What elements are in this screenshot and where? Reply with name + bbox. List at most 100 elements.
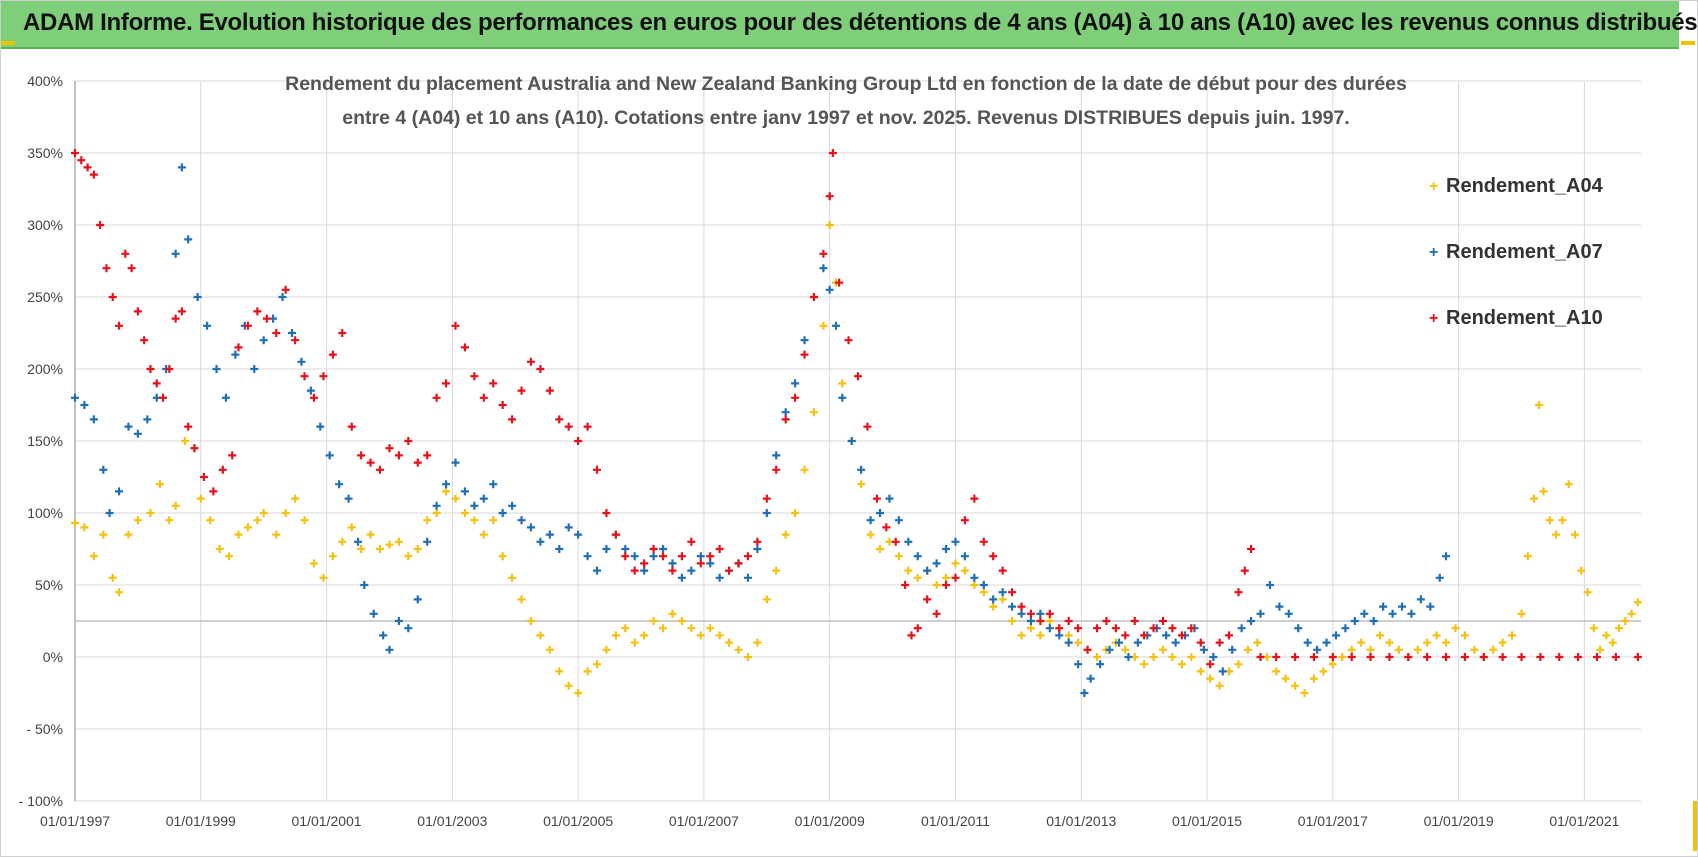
data-point-plus bbox=[413, 595, 422, 604]
data-point-plus bbox=[479, 393, 488, 402]
data-point-plus bbox=[800, 350, 809, 359]
data-point-plus bbox=[1470, 645, 1479, 654]
data-point-plus bbox=[1209, 653, 1218, 661]
data-point-plus bbox=[1611, 653, 1620, 661]
data-point-plus bbox=[781, 415, 790, 424]
data-point-plus bbox=[108, 293, 117, 301]
data-point-plus bbox=[1416, 595, 1425, 604]
data-point-plus bbox=[894, 552, 903, 561]
data-point-plus bbox=[762, 595, 771, 604]
grid bbox=[74, 80, 1641, 802]
data-point-plus bbox=[1413, 645, 1422, 654]
data-point-plus bbox=[354, 537, 363, 546]
data-point-plus bbox=[115, 487, 124, 496]
data-point-plus bbox=[127, 264, 136, 273]
data-point-plus bbox=[1092, 653, 1101, 661]
data-point-plus bbox=[1460, 653, 1469, 661]
data-point-plus bbox=[1583, 588, 1592, 597]
data-point-plus bbox=[942, 581, 951, 589]
data-point-plus bbox=[725, 566, 734, 575]
data-point-plus bbox=[470, 501, 479, 510]
data-point-plus bbox=[659, 624, 668, 633]
data-point-plus bbox=[413, 545, 422, 553]
data-point-plus bbox=[209, 487, 218, 496]
chart-title-line-2: entre 4 (A04) et 10 ans (A10). Cotations… bbox=[342, 107, 1349, 129]
data-point-plus bbox=[904, 566, 913, 575]
data-point-plus bbox=[743, 573, 752, 582]
data-point-plus bbox=[479, 494, 488, 503]
data-point-plus bbox=[1008, 602, 1017, 611]
data-point-plus bbox=[583, 422, 592, 431]
data-point-plus bbox=[819, 249, 828, 258]
data-point-plus bbox=[1328, 653, 1337, 661]
data-point-plus bbox=[1592, 653, 1601, 661]
data-point-plus bbox=[781, 408, 790, 417]
data-point-plus bbox=[1523, 552, 1532, 561]
x-tick-label: 01/01/2001 bbox=[292, 813, 362, 829]
data-point-plus bbox=[344, 494, 353, 503]
y-tick-label: - 100% bbox=[19, 793, 63, 809]
data-point-plus bbox=[979, 581, 988, 589]
data-point-plus bbox=[1092, 624, 1101, 633]
data-point-plus bbox=[1215, 638, 1224, 647]
data-point-plus bbox=[831, 321, 840, 330]
data-point-plus bbox=[1272, 653, 1281, 661]
data-point-plus bbox=[1331, 631, 1340, 640]
data-point-plus bbox=[923, 566, 932, 575]
data-point-plus bbox=[593, 465, 601, 474]
data-point-plus bbox=[1228, 645, 1237, 654]
data-point-plus bbox=[1149, 624, 1158, 633]
data-point-plus bbox=[115, 321, 124, 330]
data-point-plus bbox=[781, 530, 790, 539]
data-point-plus bbox=[1633, 653, 1642, 661]
data-point-plus bbox=[1341, 624, 1350, 633]
data-point-plus bbox=[99, 530, 108, 539]
data-point-plus bbox=[259, 509, 268, 517]
data-point-plus bbox=[404, 624, 413, 633]
data-point-plus bbox=[508, 501, 517, 510]
data-point-plus bbox=[300, 372, 309, 381]
data-point-plus bbox=[171, 501, 180, 510]
y-axis-ticks: 400% 350% 300% 250% 200% 150% 100% 50% 0% - 50% - … bbox=[19, 73, 63, 809]
data-point-plus bbox=[360, 581, 369, 589]
y-tick-label: - 50% bbox=[26, 721, 63, 737]
data-point-plus bbox=[432, 501, 441, 510]
chart-title: Rendement du placement Australia and New… bbox=[285, 73, 1407, 129]
data-point-plus bbox=[1017, 631, 1026, 640]
data-point-plus bbox=[989, 552, 998, 561]
data-point-plus bbox=[1036, 631, 1045, 640]
data-point-plus bbox=[715, 545, 724, 553]
data-point-plus bbox=[545, 530, 554, 539]
data-point-plus bbox=[854, 372, 862, 381]
data-point-plus bbox=[171, 314, 180, 323]
data-point-plus bbox=[133, 516, 142, 525]
data-point-plus bbox=[753, 537, 762, 546]
data-point-plus bbox=[809, 293, 818, 301]
data-point-plus bbox=[1347, 645, 1356, 654]
data-point-plus bbox=[951, 573, 960, 582]
data-point-plus bbox=[366, 458, 375, 467]
legend-item-a07[interactable]: + Rendement_A07 bbox=[1429, 241, 1603, 263]
data-point-plus bbox=[1026, 609, 1035, 618]
legend-item-a04[interactable]: + Rendement_A04 bbox=[1429, 175, 1604, 197]
data-point-plus bbox=[1124, 653, 1133, 661]
data-point-plus bbox=[857, 480, 866, 489]
data-point-plus bbox=[196, 494, 205, 503]
data-point-plus bbox=[1243, 645, 1252, 654]
data-point-plus bbox=[1442, 552, 1451, 561]
legend-item-a10[interactable]: + Rendement_A10 bbox=[1429, 307, 1603, 329]
data-point-plus bbox=[379, 631, 388, 640]
data-point-plus bbox=[460, 343, 469, 352]
data-point-plus bbox=[1442, 638, 1451, 647]
y-tick-label: 300% bbox=[27, 217, 63, 233]
data-point-plus bbox=[272, 329, 281, 337]
data-point-plus bbox=[413, 458, 422, 467]
data-point-plus bbox=[347, 422, 356, 431]
data-point-plus bbox=[668, 609, 677, 618]
data-point-plus bbox=[146, 509, 155, 517]
data-point-plus bbox=[1045, 617, 1054, 625]
data-point-plus bbox=[1064, 617, 1073, 625]
data-point-plus bbox=[602, 509, 611, 517]
data-point-plus bbox=[1115, 638, 1123, 647]
